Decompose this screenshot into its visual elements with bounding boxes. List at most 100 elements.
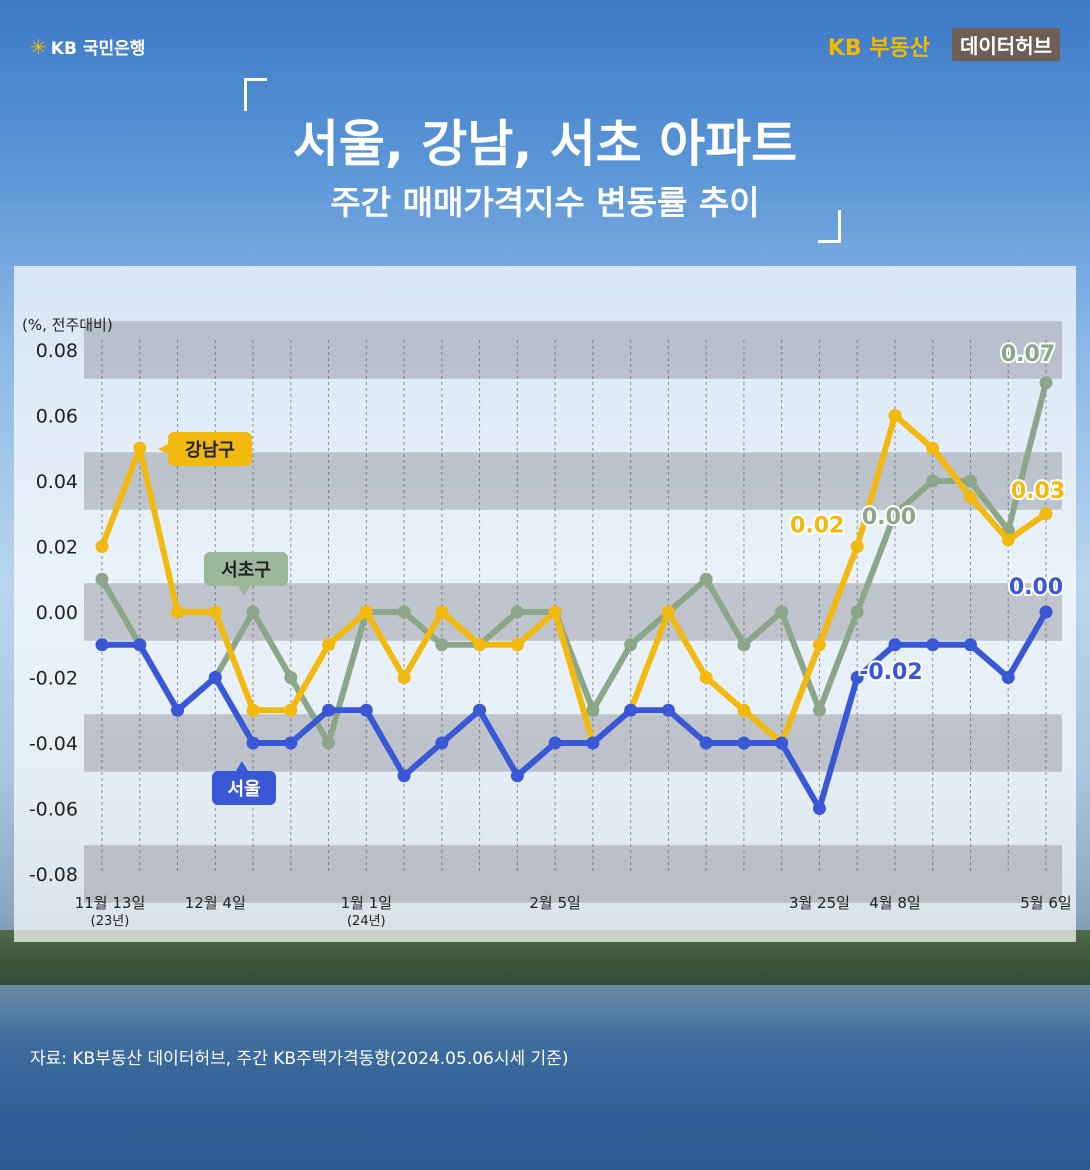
data-point-seoul (171, 703, 185, 717)
data-labels: 0.02 0.03 0.00 0.07 -0.02 0.00 (788, 340, 1067, 687)
y-tick-label: -0.08 (29, 864, 78, 886)
title-bracket-left (244, 78, 267, 111)
data-point-gangnam (322, 638, 336, 652)
data-point-gangnam (699, 671, 713, 684)
data-label-seoul: 0.00 (1009, 575, 1063, 600)
data-point-gangnam (888, 409, 902, 422)
x-axis: 11월 13일 (23년) 12월 4일 1월 1일 (24년) 2월 5일 3월 25일 4… (75, 894, 1072, 929)
data-point-gangnam (510, 638, 524, 652)
data-label-gangnam: 0.03 (1011, 479, 1065, 504)
callout-label-gangnam: 강남구 (185, 440, 235, 461)
y-tick-label: -0.04 (29, 733, 78, 755)
x-tick-label: 12월 4일 (185, 894, 246, 912)
data-point-seocho (624, 638, 638, 652)
callout-badge-seoul (212, 771, 276, 805)
data-point-gangnam (1039, 507, 1053, 521)
grid-band (84, 583, 1062, 641)
y-tick-label: 0.02 (36, 537, 78, 559)
data-point-gangnam (95, 540, 109, 553)
kb-bank-logo: ✳ KB 국민은행 (30, 34, 145, 59)
data-point-seocho (284, 671, 298, 684)
data-point-seocho (435, 638, 449, 652)
data-label-seocho: 0.07 (1001, 342, 1055, 367)
data-point-seoul (95, 638, 109, 652)
data-point-seoul (397, 769, 411, 783)
data-point-seocho (397, 605, 411, 619)
x-tick-label: (24년) (347, 914, 386, 929)
data-point-gangnam (661, 605, 675, 619)
chart-panel (14, 266, 1076, 942)
data-point-gangnam (926, 441, 940, 455)
data-point-seocho (926, 474, 940, 488)
x-tick-label: 2월 5일 (529, 894, 580, 912)
data-point-seoul (1039, 605, 1053, 619)
data-point-seoul (1001, 671, 1015, 684)
data-point-seocho (963, 474, 977, 488)
data-point-gangnam (473, 638, 487, 652)
y-axis: (%, 전주대비) 0.08 0.06 0.04 0.02 0.00 -0.02 -0.04 -… (22, 316, 113, 886)
y-tick-label: 0.00 (36, 602, 78, 624)
data-point-seoul (208, 671, 222, 684)
title-bracket-right (818, 210, 841, 243)
y-tick-label: -0.06 (29, 799, 78, 821)
x-tick-label: 4월 8일 (869, 894, 920, 912)
grid-bands (84, 321, 1062, 903)
data-point-gangnam (1001, 533, 1015, 547)
x-tick-label: 11월 13일 (75, 894, 146, 912)
data-point-gangnam (548, 605, 562, 619)
grid-band (84, 845, 1062, 903)
x-tick-label: (23년) (91, 914, 130, 929)
data-label-gangnam: 0.02 (790, 514, 844, 539)
kb-star-icon: ✳ (30, 35, 47, 59)
data-point-gangnam (812, 638, 826, 652)
data-point-seoul (133, 638, 147, 652)
y-tick-label: 0.04 (36, 471, 78, 493)
data-point-seocho (1039, 376, 1053, 390)
x-tick-label: 1월 1일 (341, 894, 392, 912)
x-tick-label: 3월 25일 (789, 894, 850, 912)
data-hub-badge: 데이터허브 (952, 28, 1060, 61)
x-tick-label: 5월 6일 (1020, 894, 1071, 912)
grid-band (84, 321, 1062, 379)
callout-label-seoul: 서울 (227, 779, 260, 800)
page-title: 서울, 강남, 서초 아파트 (292, 115, 798, 173)
data-point-seocho (775, 605, 789, 619)
bank-logo-text: KB 국민은행 (50, 39, 146, 59)
data-point-seocho (737, 638, 751, 652)
series-line-seocho (99, 379, 1049, 746)
data-label-seoul: -0.02 (859, 660, 922, 685)
y-tick-label: 0.06 (36, 406, 78, 428)
data-point-gangnam (359, 605, 373, 619)
data-point-gangnam (284, 703, 298, 717)
series-lines (95, 376, 1053, 815)
data-point-seoul (322, 703, 336, 717)
data-point-gangnam (208, 605, 222, 619)
y-axis-label: (%, 전주대비) (22, 316, 113, 334)
data-point-seoul (473, 703, 487, 717)
data-point-seoul (624, 703, 638, 717)
data-point-gangnam (963, 490, 977, 504)
data-point-seoul (888, 638, 902, 652)
data-point-gangnam (850, 540, 864, 553)
page-subtitle: 주간 매매가격지수 변동률 추이 (330, 183, 760, 222)
data-point-seoul (661, 703, 675, 717)
y-tick-label: 0.08 (36, 340, 78, 362)
data-point-gangnam (435, 605, 449, 619)
river-water (0, 985, 1090, 1170)
data-point-seocho (246, 605, 260, 619)
data-point-seoul (246, 736, 260, 750)
data-point-seoul (548, 736, 562, 750)
data-label-seocho: 0.00 (862, 505, 916, 530)
data-point-gangnam (133, 441, 147, 455)
data-point-seocho (586, 703, 600, 717)
data-point-seocho (812, 703, 826, 717)
callout-badge-seocho (204, 552, 288, 586)
data-point-seocho (888, 507, 902, 521)
source-note: 자료: KB부동산 데이터허브, 주간 KB주택가격동향(2024.05.06시… (30, 1049, 569, 1069)
callout-badge-gangnam (168, 432, 252, 466)
data-point-seoul (435, 736, 449, 750)
callout-label-seocho: 서초구 (221, 560, 271, 581)
y-tick-label: -0.02 (29, 668, 78, 690)
data-point-seoul (775, 736, 789, 750)
